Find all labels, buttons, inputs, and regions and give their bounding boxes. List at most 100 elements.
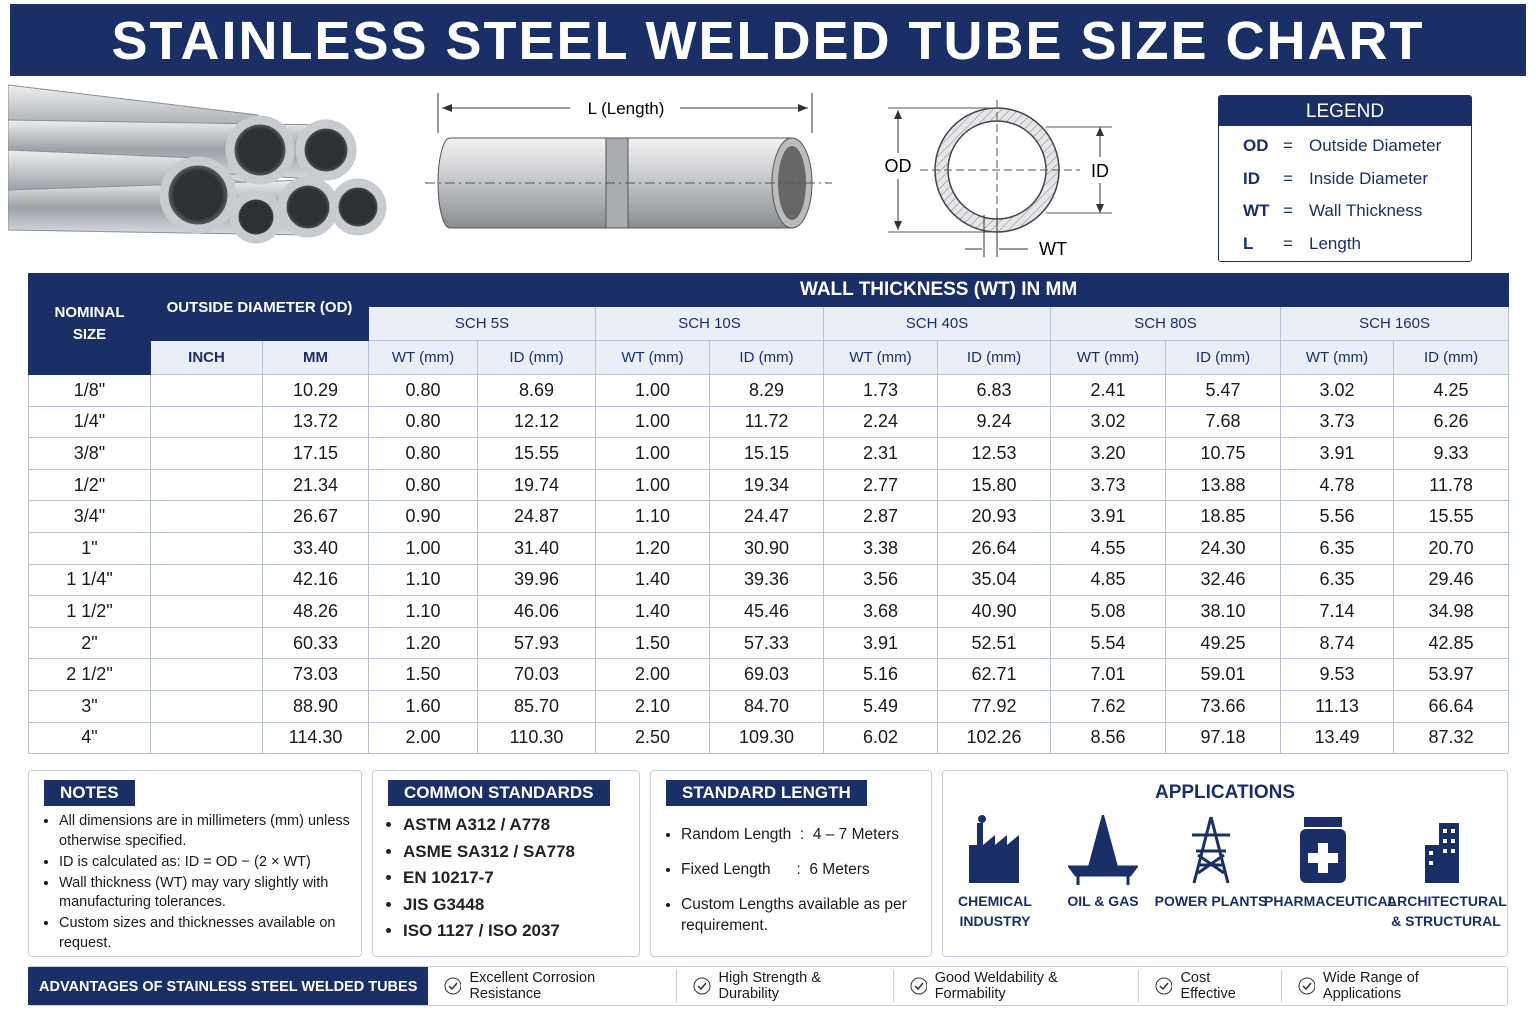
cell: 19.34 [709, 468, 824, 502]
cell: 84.70 [709, 689, 824, 723]
cell: 1/2" [28, 468, 151, 502]
schedule-header: SCH 40S [823, 306, 1051, 341]
cell: 114.30 [262, 721, 369, 755]
cell: 85.70 [477, 689, 596, 723]
length-title: STANDARD LENGTH [666, 780, 867, 806]
cell: 60.33 [262, 626, 369, 660]
unit-header: WT (mm) [1050, 340, 1166, 375]
table-row: 3" 88.90 1.60 85.70 2.10 84.70 5.49 77.92 7.62 73… [28, 689, 1510, 723]
legend: LEGEND OD = Outside Diameter ID = Inside Diame… [1218, 95, 1472, 262]
cell: 13.49 [1280, 721, 1394, 755]
icon [1300, 817, 1346, 883]
cell: 57.93 [477, 626, 596, 660]
cell: 7.01 [1050, 658, 1166, 691]
legend-text: Outside Diameter [1309, 136, 1442, 156]
cell: 49.25 [1165, 626, 1281, 660]
cell: 110.30 [477, 721, 596, 755]
cell: 59.01 [1165, 658, 1281, 691]
cell: 6.35 [1280, 531, 1394, 565]
cell: 2" [28, 626, 151, 660]
advantages-bar: ADVANTAGES OF STAINLESS STEEL WELDED TUB… [28, 966, 1508, 1006]
cell: 20.93 [937, 500, 1051, 533]
cell: 8.56 [1050, 721, 1166, 755]
legend-eq: = [1283, 136, 1293, 156]
legend-abbr: OD [1243, 136, 1269, 156]
cell: 48.26 [262, 595, 369, 628]
icon [1192, 816, 1230, 884]
cell: 5.56 [1280, 500, 1394, 533]
table-row: 2 1/2" 73.03 1.50 70.03 2.00 69.03 5.16 62.71 7.… [28, 658, 1510, 691]
cell: 66.64 [1392, 689, 1510, 723]
cell: 3.20 [1050, 437, 1166, 470]
advantage: Cost Effective [1138, 970, 1280, 1002]
cell: 2.24 [823, 405, 938, 439]
cell: 2.50 [595, 721, 710, 755]
application-label: PHARMACEUTICAL [1264, 893, 1397, 909]
cell: 32.46 [1165, 563, 1281, 597]
application: CHEMICAL INDUSTRY [936, 815, 1054, 931]
cell: 13.88 [1165, 468, 1281, 502]
cell: 6.02 [823, 721, 938, 755]
schedule-header: SCH 160S [1279, 306, 1510, 341]
cell: 2 1/2" [28, 658, 151, 691]
legend-item: L = Length [1219, 228, 1471, 261]
length-label: L (Length) [588, 99, 665, 118]
cell: 9.53 [1280, 658, 1394, 691]
cell: 45.46 [709, 595, 824, 628]
table-row: 3/8" 17.15 0.80 15.55 1.00 15.15 2.31 12.53 3.20… [28, 437, 1510, 470]
cell: 1.00 [368, 531, 478, 565]
cell: 3/8" [28, 437, 151, 470]
header-nominal: NOMINAL SIZE [28, 273, 151, 375]
cell: 24.47 [709, 500, 824, 533]
cell: 1.50 [368, 658, 478, 691]
advantage: Wide Range of Applications [1280, 970, 1507, 1002]
legend-item: WT = Wall Thickness [1219, 195, 1471, 228]
cell: 73.66 [1165, 689, 1281, 723]
cell: 42.85 [1392, 626, 1510, 660]
legend-item: OD = Outside Diameter [1219, 130, 1471, 163]
cell: 1.00 [595, 405, 710, 439]
legend-abbr: ID [1243, 168, 1260, 188]
cell: 19.74 [477, 468, 596, 502]
cell: 88.90 [262, 689, 369, 723]
cell: 2.00 [368, 721, 478, 755]
size-table: NOMINAL SIZE OUTSIDE DIAMETER (OD) WALL … [28, 273, 1510, 755]
check-icon [693, 977, 711, 995]
cell: 1 1/2" [28, 595, 151, 628]
application: PHARMACEUTICAL [1264, 815, 1397, 911]
cell: 4.25 [1392, 374, 1510, 407]
cell: 3" [28, 689, 151, 723]
note: Custom sizes and thicknesses available o… [59, 914, 361, 953]
cell: 3.02 [1280, 374, 1394, 407]
cell: 35.04 [937, 563, 1051, 597]
cell: 33.40 [262, 531, 369, 565]
cell: 8.69 [477, 374, 596, 407]
table-row: 1/8" 10.29 0.80 8.69 1.00 8.29 1.73 6.83 2.41 5.4… [28, 374, 1510, 407]
icon [1425, 823, 1459, 883]
unit-header: ID (mm) [1392, 340, 1510, 375]
cell: 31.40 [477, 531, 596, 565]
table-row: 2" 60.33 1.20 57.93 1.50 57.33 3.91 52.51 5.54 49… [28, 626, 1510, 660]
table-row: 1/4" 13.72 0.80 12.12 1.00 11.72 2.24 9.24 3.02 7… [28, 405, 1510, 439]
cell: 7.62 [1050, 689, 1166, 723]
applications-box: APPLICATIONS CHEMICAL INDUSTRY OIL & GAS… [942, 770, 1508, 957]
cell: 12.53 [937, 437, 1051, 470]
cell: 17.15 [262, 437, 369, 470]
cell: 1" [28, 531, 151, 565]
cell: 0.90 [368, 500, 478, 533]
cell: 2.41 [1050, 374, 1166, 407]
note: Wall thickness (WT) may vary slightly wi… [59, 874, 361, 913]
standard: ISO 1127 / ISO 2037 [403, 918, 639, 945]
cell: 0.80 [368, 405, 478, 439]
cell: 34.98 [1392, 595, 1510, 628]
tube-diagram: L (Length) [425, 93, 832, 229]
cell: 1.20 [595, 531, 710, 565]
cell: 97.18 [1165, 721, 1281, 755]
legend-eq: = [1283, 168, 1293, 188]
cell: 11.72 [709, 405, 824, 439]
cell: 46.06 [477, 595, 596, 628]
cell: 109.30 [709, 721, 824, 755]
cell: 39.96 [477, 563, 596, 597]
cell: 15.15 [709, 437, 824, 470]
